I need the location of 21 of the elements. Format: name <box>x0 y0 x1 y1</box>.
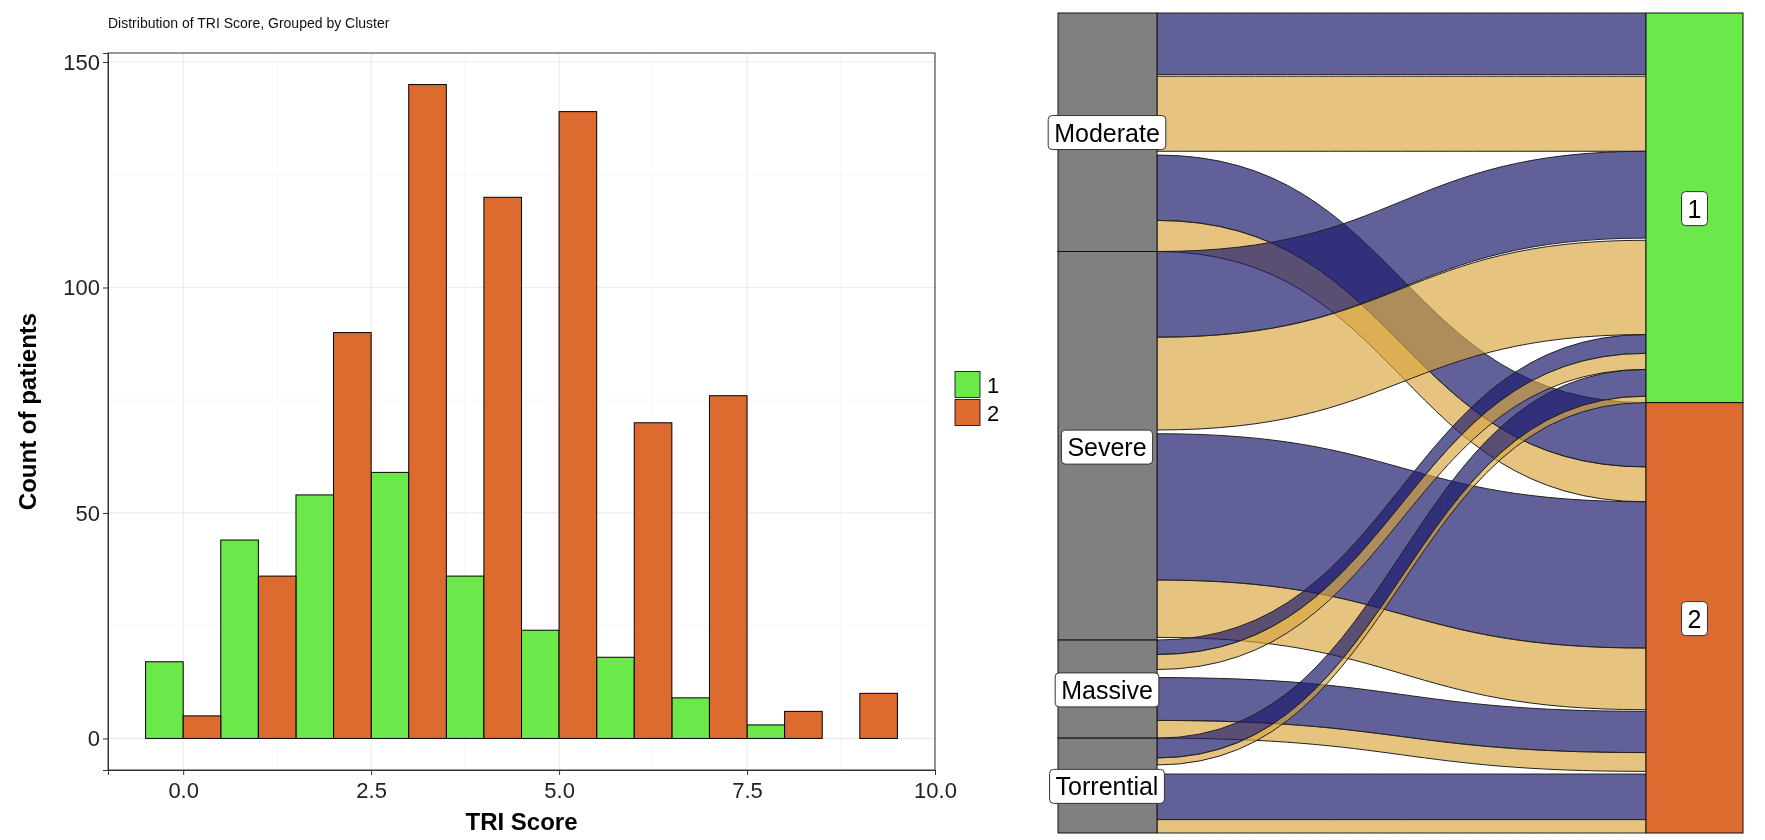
text: Severe <box>1067 433 1147 462</box>
text: 1 <box>1687 194 1702 223</box>
y-tick-label: 150 <box>63 49 100 75</box>
text: 2 <box>1687 604 1702 633</box>
x-axis-title: TRI Score <box>465 808 578 835</box>
x-tick-label: 10.0 <box>914 777 957 803</box>
x-tick-label: 7.5 <box>732 777 763 803</box>
y-tick-label: 50 <box>75 500 100 526</box>
bar <box>859 692 898 739</box>
text: Moderate <box>1054 118 1160 147</box>
y-tick-label: 100 <box>63 275 100 301</box>
x-tick-label: 0.0 <box>168 777 199 803</box>
text: Torrential <box>1055 772 1159 801</box>
chart-title: Distribution of TRI Score, Grouped by Cluster <box>108 15 390 31</box>
legend-label: 1 <box>987 372 1000 398</box>
y-axis-title: Count of patients <box>14 312 41 511</box>
legend-label: 2 <box>987 400 1000 426</box>
x-tick-label: 2.5 <box>356 777 387 803</box>
y-tick-label: 0 <box>87 725 100 751</box>
text: Massive <box>1061 675 1153 704</box>
x-tick-label: 5.0 <box>544 777 575 803</box>
